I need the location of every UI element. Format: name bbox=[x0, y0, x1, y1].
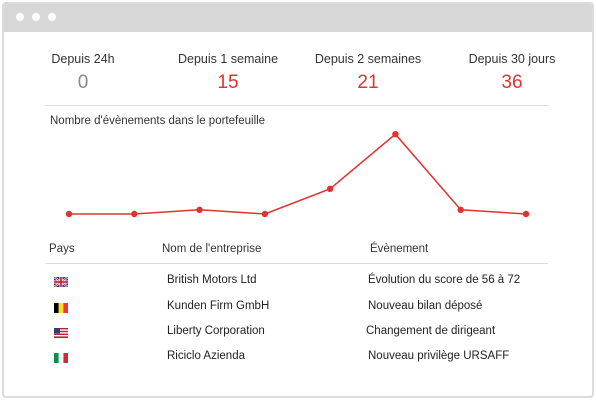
event-text: Nouveau privilège URSAFF bbox=[368, 350, 510, 362]
data-point[interactable] bbox=[326, 185, 334, 192]
data-point[interactable] bbox=[261, 210, 269, 218]
table-row[interactable]: Kunden Firm GmbH Nouveau bilan déposé bbox=[4, 298, 592, 318]
stat-value: 0 bbox=[77, 72, 89, 93]
company-name: Kunden Firm GmbH bbox=[167, 300, 270, 312]
stat-2-weeks: Depuis 2 semaines 21 bbox=[298, 52, 438, 94]
stat-label: Depuis 2 semaines bbox=[314, 52, 422, 66]
uk-flag-icon bbox=[54, 277, 68, 287]
stat-value: 15 bbox=[217, 72, 239, 93]
stat-value: 36 bbox=[501, 72, 523, 93]
table-row[interactable]: Riciclo Azienda Nouveau privilège URSAFF bbox=[4, 348, 592, 368]
data-point[interactable] bbox=[196, 206, 203, 213]
event-text: Évolution du score de 56 à 72 bbox=[368, 274, 521, 286]
company-name: Liberty Corporation bbox=[167, 325, 265, 337]
belgium-flag-icon bbox=[54, 303, 68, 313]
stat-value: 21 bbox=[357, 72, 379, 93]
window-dot[interactable] bbox=[32, 13, 40, 21]
table-row[interactable]: British Motors Ltd Évolution du score de… bbox=[4, 272, 592, 292]
column-header-event: Évènement bbox=[370, 243, 429, 255]
stat-label: Depuis 1 semaine bbox=[177, 52, 279, 66]
table-header-divider bbox=[45, 263, 548, 264]
series-line bbox=[69, 133, 527, 215]
italy-flag-icon bbox=[54, 353, 68, 363]
company-name: British Motors Ltd bbox=[167, 274, 257, 286]
stat-24h: Depuis 24h 0 bbox=[13, 52, 153, 94]
stat-30-days: Depuis 30 jours 36 bbox=[442, 52, 582, 94]
table-row[interactable]: Liberty Corporation Changement de dirige… bbox=[4, 323, 592, 343]
data-point[interactable] bbox=[522, 210, 530, 218]
column-header-country: Pays bbox=[49, 243, 75, 255]
data-point[interactable] bbox=[392, 131, 399, 138]
window-titlebar bbox=[4, 4, 592, 32]
data-point[interactable] bbox=[457, 206, 464, 213]
stat-label: Depuis 30 jours bbox=[468, 52, 556, 66]
stat-1-week: Depuis 1 semaine 15 bbox=[158, 52, 298, 94]
event-text: Nouveau bilan déposé bbox=[368, 300, 483, 312]
data-point[interactable] bbox=[65, 210, 73, 218]
window-dot[interactable] bbox=[16, 13, 24, 21]
data-point[interactable] bbox=[131, 210, 138, 218]
divider bbox=[45, 105, 548, 106]
column-header-company: Nom de l'entreprise bbox=[162, 243, 262, 255]
event-text: Changement de dirigeant bbox=[366, 325, 496, 337]
company-name: Riciclo Azienda bbox=[167, 350, 245, 362]
window-dot[interactable] bbox=[48, 13, 56, 21]
usa-flag-icon bbox=[54, 328, 68, 338]
chart-title: Nombre d'évènements dans le portefeuille bbox=[50, 115, 266, 127]
stat-label: Depuis 24h bbox=[51, 52, 115, 66]
event-line-chart bbox=[65, 131, 530, 218]
